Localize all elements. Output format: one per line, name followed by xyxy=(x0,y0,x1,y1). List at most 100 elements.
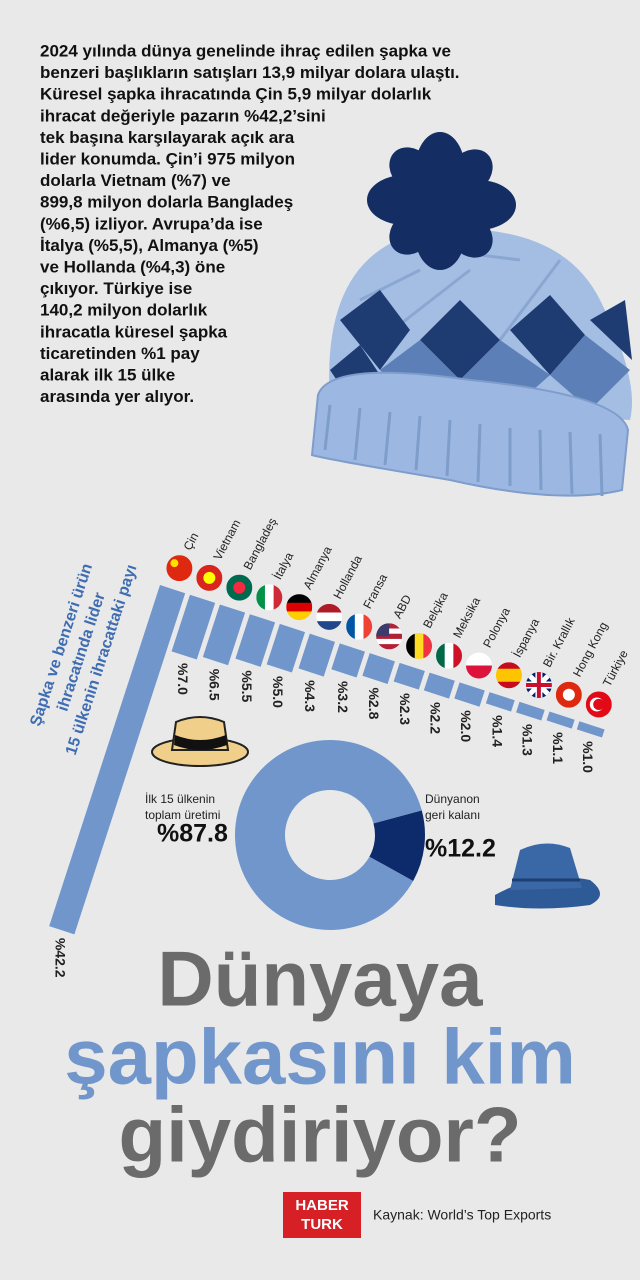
bar xyxy=(576,721,605,738)
flag xyxy=(436,642,463,669)
bar xyxy=(393,662,425,690)
category-label: İspanya xyxy=(510,616,542,660)
value-label: %42.2 xyxy=(53,938,69,978)
intro-line: Küresel şapka ihracatında Çin 5,9 milyar… xyxy=(40,85,432,104)
value-label: %5.5 xyxy=(239,670,255,702)
donut-label: geri kalanı xyxy=(425,808,480,822)
intro-line: ticaretinden %1 pay xyxy=(40,344,200,363)
flag xyxy=(226,574,253,601)
flag-stripe xyxy=(346,613,356,640)
intro-line: tek başına karşılayarak açık ara xyxy=(40,128,295,147)
value-label: %4.3 xyxy=(302,680,318,712)
flag-stripe xyxy=(273,584,283,611)
value-label: %2.0 xyxy=(458,710,474,742)
category-label: Vietnam xyxy=(211,517,244,562)
flag-stripe xyxy=(363,613,373,640)
intro-line: çıkıyor. Türkiye ise xyxy=(40,279,192,298)
value-label: %1.4 xyxy=(489,715,505,747)
flag xyxy=(316,603,343,630)
source: Kaynak: World’s Top Exports xyxy=(373,1207,551,1223)
beanie-illustration xyxy=(310,132,632,497)
value-label: %2.8 xyxy=(366,687,382,719)
category-label: Çin xyxy=(181,530,202,552)
flag-stripe xyxy=(406,633,416,660)
intro-line: 2024 yılında dünya genelinde ihraç edile… xyxy=(40,41,451,60)
category-label: Bir. Krallık xyxy=(540,614,578,669)
bar-group: %42.2 %7.0 %6.5 %5.5 %5.0 %4.3 %3.2 %2.8 %2.3 %2.… xyxy=(49,585,605,978)
value-label: %1.1 xyxy=(550,732,566,764)
category-label: Belçika xyxy=(420,590,451,631)
flag-stripe xyxy=(264,584,275,611)
intro-line: ve Hollanda (%4,3) öne xyxy=(40,257,225,276)
bar xyxy=(49,585,186,935)
flag xyxy=(346,613,373,640)
intro-line: ihracatla küresel şapka xyxy=(40,322,228,341)
flag-stripe xyxy=(436,642,446,669)
bar xyxy=(266,623,306,673)
intro-line: alarak ilk 15 ülke xyxy=(40,365,175,384)
flag xyxy=(465,652,492,679)
bar xyxy=(516,701,545,721)
category-label: İtalya xyxy=(270,550,296,582)
flag-dot xyxy=(203,571,216,584)
flag xyxy=(585,691,612,718)
bar xyxy=(331,643,365,678)
flag xyxy=(495,662,522,689)
bar xyxy=(235,614,276,667)
bar xyxy=(171,594,216,660)
flag-stripe xyxy=(465,652,492,667)
value-label: %7.0 xyxy=(175,663,191,695)
donut-label: Dünyanon xyxy=(425,792,480,806)
value-label: %1.0 xyxy=(580,741,596,773)
value-label: %3.2 xyxy=(335,681,351,713)
value-label: %2.2 xyxy=(427,702,443,734)
flag-stripe xyxy=(286,611,313,621)
flag-stripe xyxy=(414,633,424,660)
flag xyxy=(555,681,582,708)
flag-stripe xyxy=(444,642,454,669)
donut-label: İlk 15 ülkenin xyxy=(145,792,215,806)
category-label: Hollanda xyxy=(330,553,365,602)
bucket-hat-illustration xyxy=(495,843,600,909)
flag xyxy=(406,633,433,660)
flag xyxy=(196,564,223,591)
donut-slice xyxy=(369,810,425,881)
intro-line: dolarla Vietnam (%7) ve xyxy=(40,171,231,190)
bar xyxy=(454,682,485,707)
logo-text: TURK xyxy=(301,1216,343,1233)
intro-line: arasında yer alıyor. xyxy=(40,387,194,406)
category-label: Almanya xyxy=(300,544,334,592)
value-label: %2.3 xyxy=(397,693,413,725)
intro-line: benzeri başlıkların satışları 13,9 milya… xyxy=(40,63,460,82)
intro-line: 899,8 milyon dolarla Bangladeş xyxy=(40,193,293,212)
flag-canton xyxy=(376,623,390,637)
flag-stripe xyxy=(495,668,522,676)
category-label: Hong Kong xyxy=(570,620,611,680)
flag-cross xyxy=(525,671,552,698)
flag-stripe xyxy=(495,675,522,683)
flag-moon-cut xyxy=(593,698,605,711)
category-label: Meksika xyxy=(450,595,483,641)
intro-line: 140,2 milyon dolarlık xyxy=(40,301,208,320)
category-label: Fransa xyxy=(360,571,390,611)
flag-stripe xyxy=(423,633,433,660)
flag-stripe xyxy=(286,602,313,612)
flag-stripe xyxy=(256,584,266,611)
value-label: %5.0 xyxy=(270,676,286,708)
flag xyxy=(376,623,403,650)
category-label: Türkiye xyxy=(600,647,631,689)
flag-stripe xyxy=(495,681,522,689)
flag-dot xyxy=(170,559,179,568)
bar xyxy=(298,633,335,677)
category-label: Polonya xyxy=(480,605,513,650)
flag-stripe xyxy=(495,662,522,670)
flag-stripe xyxy=(316,603,343,614)
flag-dot xyxy=(233,581,246,594)
bar xyxy=(362,653,395,684)
flag-stripe xyxy=(354,613,364,640)
flag xyxy=(286,594,313,621)
bar xyxy=(485,692,515,712)
intro-line: (%6,5) izliyor. Avrupa’da ise xyxy=(40,214,263,233)
flag xyxy=(166,555,193,582)
